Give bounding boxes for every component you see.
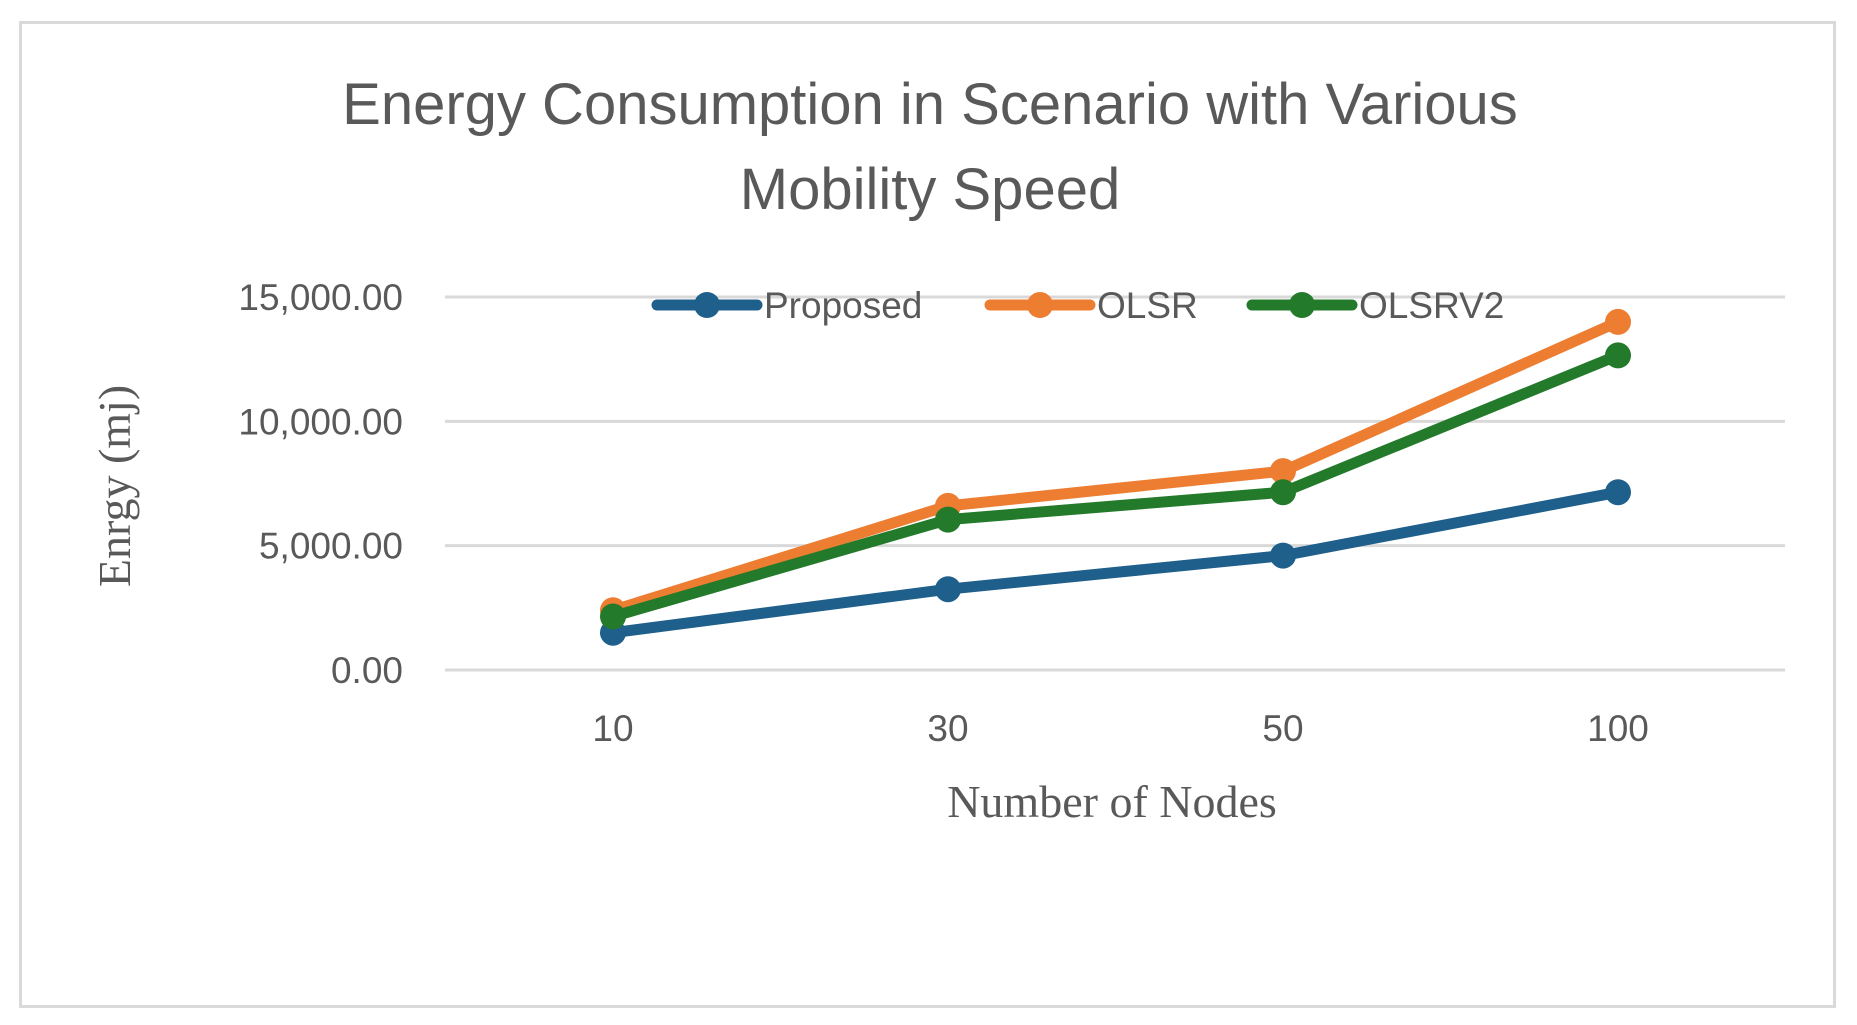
y-tick-label-3: 15,000.00 — [238, 277, 403, 318]
x-axis-ticks: 10 30 50 100 — [592, 708, 1648, 749]
data-point-olsr-100 — [1605, 308, 1631, 335]
series-line-olsr — [607, 316, 1624, 616]
series-line-proposed — [607, 486, 1624, 639]
x-tick-label-2: 50 — [1262, 708, 1303, 749]
legend-label: Proposed — [764, 285, 922, 326]
data-point-olsrv2-50 — [1270, 479, 1296, 506]
x-axis-title: Number of Nodes — [947, 776, 1277, 827]
legend-swatch-marker — [1289, 292, 1315, 318]
x-tick-label-3: 100 — [1587, 708, 1649, 749]
series-line-olsrv2 — [607, 349, 1624, 622]
data-point-proposed-30 — [935, 576, 961, 603]
data-point-proposed-100 — [1605, 479, 1631, 506]
x-tick-label-1: 30 — [927, 708, 968, 749]
y-axis-title: Enrgy (mj) — [89, 385, 140, 587]
series-lines — [600, 308, 1631, 646]
gridlines — [445, 295, 1785, 672]
y-tick-label-0: 0.00 — [331, 650, 403, 691]
y-tick-label-2: 10,000.00 — [238, 401, 403, 442]
y-tick-label-1: 5,000.00 — [259, 526, 403, 567]
data-point-olsr-50 — [1270, 458, 1296, 485]
legend-swatch-marker — [1027, 292, 1053, 318]
data-point-proposed-50 — [1270, 542, 1296, 569]
legend-item-proposed: Proposed — [651, 285, 922, 326]
legend-item-olsr: OLSR — [984, 285, 1198, 326]
data-point-olsrv2-10 — [600, 603, 626, 630]
legend-label: OLSR — [1097, 285, 1198, 326]
series-olsrv2 — [600, 342, 1631, 630]
legend-label: OLSRV2 — [1359, 285, 1504, 326]
legend: Proposed OLSR OLSRV2 — [651, 285, 1504, 326]
legend-item-olsrv2: OLSRV2 — [1246, 285, 1504, 326]
data-point-olsrv2-30 — [935, 506, 961, 533]
chart-title: Energy Consumption in Scenario with Vari… — [342, 72, 1518, 222]
y-axis-ticks: 0.00 5,000.00 10,000.00 15,000.00 — [238, 277, 403, 691]
chart-title-line-2: Mobility Speed — [740, 157, 1120, 222]
legend-swatch-marker — [694, 292, 720, 318]
chart-title-line-1: Energy Consumption in Scenario with Vari… — [342, 72, 1518, 137]
x-tick-label-0: 10 — [592, 708, 633, 749]
data-point-olsrv2-100 — [1605, 342, 1631, 369]
